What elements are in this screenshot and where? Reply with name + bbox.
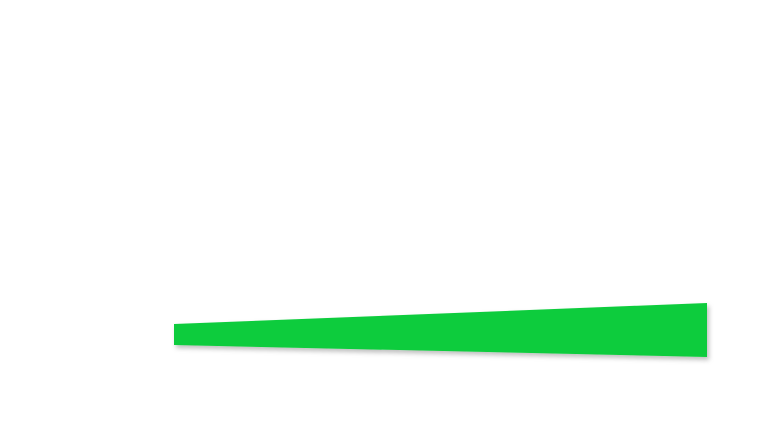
- volume-level-fill[interactable]: [174, 303, 707, 357]
